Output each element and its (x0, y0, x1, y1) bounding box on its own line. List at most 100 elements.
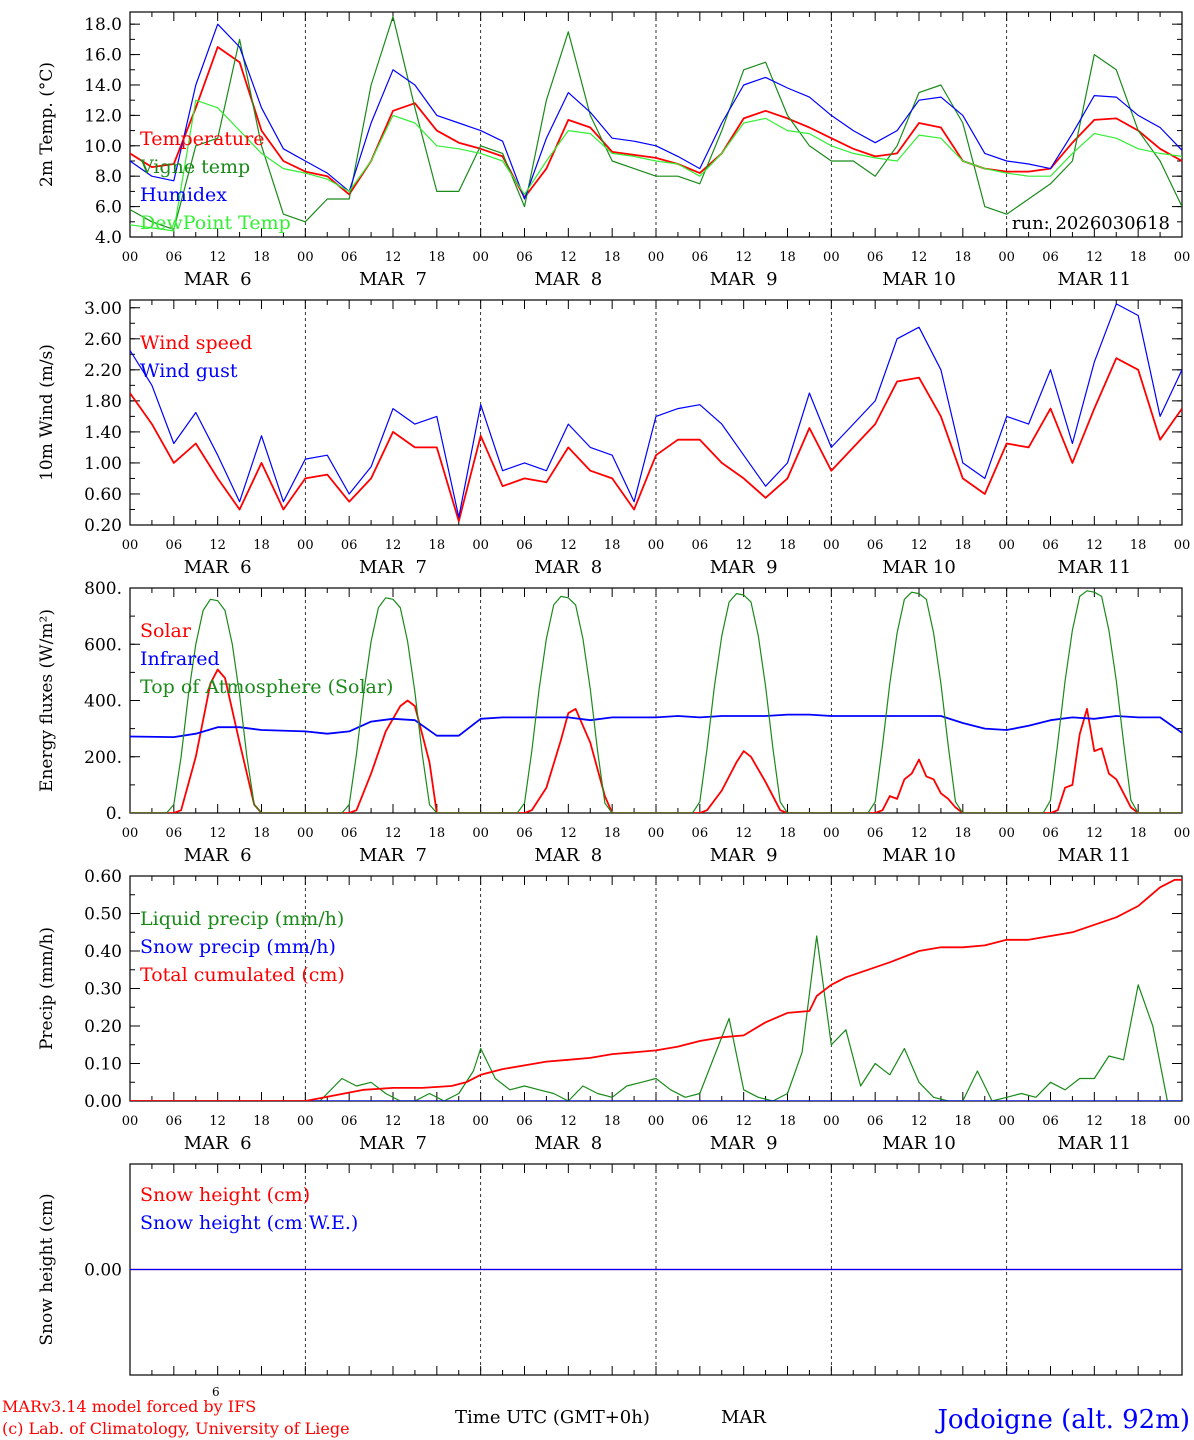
x-tick-label: 00 (297, 1114, 314, 1129)
legend-entry: Infrared (140, 648, 220, 670)
small-mark: 6 (212, 1385, 220, 1399)
x-tick-label: 12 (560, 1114, 577, 1129)
plot-frame (129, 587, 1183, 814)
x-tick-label: 06 (692, 826, 709, 841)
y-axis-title: Snow height (cm) (37, 1193, 57, 1345)
day-label: MAR 8 (534, 845, 602, 866)
x-tick-label: 06 (516, 538, 533, 553)
y-tick-label: 0.30 (84, 980, 122, 1000)
x-tick-label: 00 (823, 250, 840, 265)
y-tick-label: 400. (84, 692, 122, 712)
x-tick-label: 06 (516, 250, 533, 265)
x-tick-label: 18 (1130, 1114, 1147, 1129)
day-label: MAR 7 (359, 269, 427, 290)
day-label: MAR 9 (710, 269, 778, 290)
x-tick-label: 18 (429, 1114, 446, 1129)
x-tick-label: 12 (1086, 250, 1103, 265)
legend-entry: Vigne temp (139, 156, 250, 178)
plot-frame (129, 299, 1183, 526)
x-tick-label: 00 (998, 1114, 1015, 1129)
x-tick-label: 12 (1086, 1114, 1103, 1129)
x-tick-label: 18 (955, 1114, 972, 1129)
x-tick-label: 18 (429, 538, 446, 553)
panel-energy: 0. 200. 400. 600. 800. Energy fluxes (W/m²) So… (37, 579, 1190, 866)
x-tick-label: 06 (1042, 250, 1059, 265)
x-tick-label: 18 (1130, 538, 1147, 553)
x-tick-label: 12 (385, 1114, 402, 1129)
day-label: MAR 11 (1058, 845, 1132, 866)
plot-frame (129, 11, 1183, 238)
y-tick-label: 1.80 (84, 392, 122, 412)
x-tick-label: 00 (122, 250, 139, 265)
x-tick-label: 06 (692, 538, 709, 553)
x-tick-label: 12 (735, 538, 752, 553)
legend-entry: Solar (140, 620, 192, 642)
y-tick-label: 12.0 (84, 106, 122, 126)
legend-entry: Wind speed (140, 332, 252, 354)
y-tick-label: 6.0 (95, 198, 122, 218)
x-tick-label: 06 (1042, 1114, 1059, 1129)
y-axis-title: Energy fluxes (W/m²) (37, 609, 57, 792)
x-tick-label: 12 (1086, 826, 1103, 841)
series-line (130, 16, 1182, 230)
x-tick-label: 18 (253, 538, 270, 553)
y-tick-label: 1.40 (84, 423, 122, 443)
run-annotation: run: 2026030618 (1012, 213, 1170, 234)
day-label: MAR 9 (710, 845, 778, 866)
x-tick-label: 06 (867, 1114, 884, 1129)
x-tick-label: 00 (998, 538, 1015, 553)
x-tick-label: 12 (209, 1114, 226, 1129)
x-tick-label: 00 (648, 1114, 665, 1129)
series-line (130, 23, 1182, 200)
x-axis-title: Time UTC (GMT+0h) (455, 1407, 650, 1428)
x-tick-label: 06 (516, 826, 533, 841)
x-tick-label: 06 (166, 826, 183, 841)
x-tick-label: 18 (779, 538, 796, 553)
x-tick-label: 06 (341, 1114, 358, 1129)
x-tick-label: 18 (1130, 250, 1147, 265)
y-tick-label: 600. (84, 635, 122, 655)
y-tick-label: 4.0 (95, 228, 122, 248)
day-label: MAR 10 (882, 269, 956, 290)
x-tick-label: 06 (341, 538, 358, 553)
day-label: MAR 11 (1058, 557, 1132, 578)
legend-entry: Snow height (cm) (140, 1184, 310, 1206)
x-tick-label: 00 (648, 538, 665, 553)
y-tick-label: 800. (84, 579, 122, 599)
y-tick-label: 0.20 (84, 516, 122, 536)
series-line (130, 935, 1182, 1101)
x-tick-label: 12 (911, 826, 928, 841)
legend-entry: DewPoint Temp (140, 212, 291, 234)
series-line (130, 99, 1182, 232)
x-tick-label: 18 (253, 1114, 270, 1129)
footer: MARv3.14 model forced by IFS (c) Lab. of… (2, 1385, 1190, 1438)
x-tick-label: 00 (122, 826, 139, 841)
panel-temp: 4.0 6.0 8.0 10.0 12.0 14.0 16.0 18.0 2m Temp. (°… (37, 11, 1191, 290)
x-tick-label: 18 (604, 538, 621, 553)
day-label: MAR 6 (184, 1133, 252, 1154)
x-tick-label: 18 (779, 826, 796, 841)
x-tick-label: 18 (955, 538, 972, 553)
x-tick-label: 12 (735, 1114, 752, 1129)
legend-entry: Wind gust (140, 360, 238, 382)
x-tick-label: 12 (385, 538, 402, 553)
day-label: MAR 11 (1058, 269, 1132, 290)
y-tick-label: 0.60 (84, 485, 122, 505)
legend-entry: Top of Atmosphere (Solar) (140, 676, 393, 698)
legend-entry: Liquid precip (mm/h) (140, 908, 344, 930)
day-label: MAR 8 (534, 1133, 602, 1154)
day-label: MAR 11 (1058, 1133, 1132, 1154)
x-tick-label: 06 (1042, 826, 1059, 841)
x-tick-label: 12 (735, 250, 752, 265)
x-tick-label: 18 (955, 250, 972, 265)
day-label: MAR 7 (359, 845, 427, 866)
x-tick-label: 18 (779, 1114, 796, 1129)
legend-entry: Temperature (140, 128, 264, 150)
x-tick-label: 18 (253, 250, 270, 265)
day-label: MAR 9 (710, 1133, 778, 1154)
x-tick-label: 00 (1174, 250, 1191, 265)
x-tick-label: 12 (911, 538, 928, 553)
x-tick-label: 12 (911, 250, 928, 265)
y-tick-label: 16.0 (84, 46, 122, 66)
x-tick-label: 12 (560, 250, 577, 265)
